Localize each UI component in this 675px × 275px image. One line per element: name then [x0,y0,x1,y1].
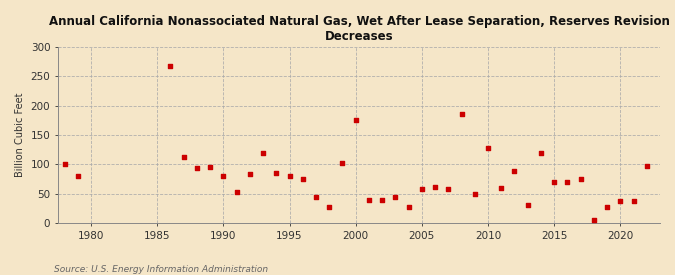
Point [284,174,295,178]
Point [575,177,586,181]
Point [509,169,520,174]
Point [390,194,401,199]
Point [205,165,215,169]
Point [258,150,269,155]
Point [72,174,83,178]
Point [324,205,335,209]
Point [443,187,454,191]
Y-axis label: Billion Cubic Feet: Billion Cubic Feet [15,93,25,177]
Point [601,205,612,209]
Point [377,197,387,202]
Point [483,146,493,150]
Point [364,197,375,202]
Point [562,180,573,184]
Point [522,203,533,208]
Point [244,172,255,177]
Point [416,187,427,191]
Point [178,155,189,159]
Point [628,199,639,203]
Point [271,171,281,175]
Point [218,174,229,178]
Point [456,112,467,117]
Point [337,161,348,166]
Title: Annual California Nonassociated Natural Gas, Wet After Lease Separation, Reserve: Annual California Nonassociated Natural … [49,15,670,43]
Point [350,118,361,123]
Point [310,194,321,199]
Point [231,190,242,194]
Point [469,192,480,196]
Point [641,164,652,168]
Point [615,199,626,203]
Point [430,185,441,189]
Point [549,180,560,184]
Text: Source: U.S. Energy Information Administration: Source: U.S. Energy Information Administ… [54,265,268,274]
Point [403,205,414,209]
Point [192,166,202,171]
Point [535,150,546,155]
Point [496,186,507,190]
Point [59,162,70,167]
Point [165,64,176,68]
Point [297,177,308,181]
Point [589,218,599,222]
